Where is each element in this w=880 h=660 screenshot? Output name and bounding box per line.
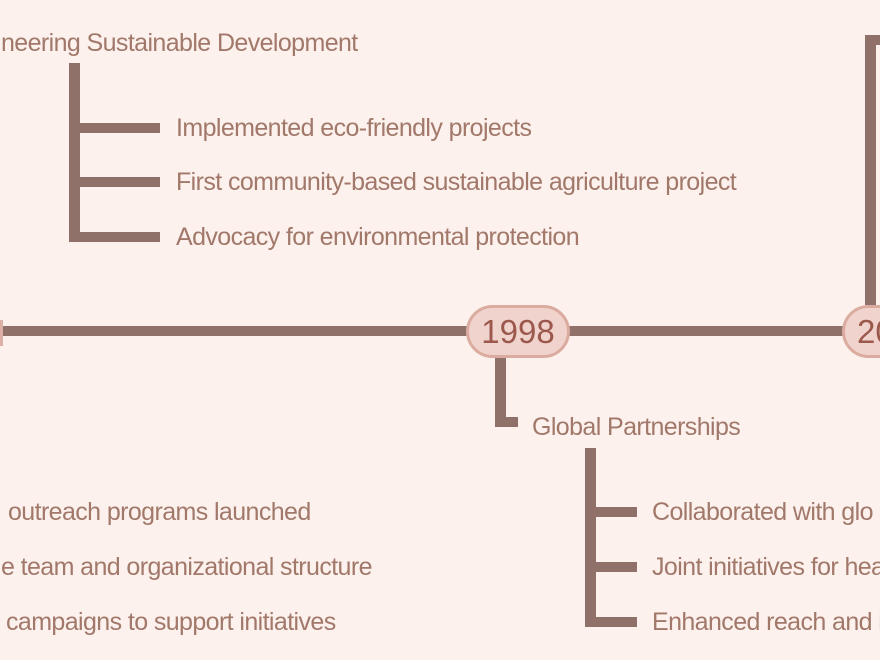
branch-item: Implemented eco-friendly projects — [176, 114, 532, 142]
year-label: 1998 — [481, 312, 555, 350]
branch-stub-line — [585, 562, 637, 572]
branch-item: Collaborated with glo — [652, 498, 873, 526]
year-node-1998: 1998 — [466, 305, 570, 358]
year-label: 20 — [857, 312, 880, 350]
branch-trunk-line — [585, 448, 596, 627]
branch-stub-line — [69, 232, 160, 242]
year-node-right: 20 — [842, 305, 880, 358]
node-label-connector-stub — [865, 35, 880, 45]
branch-item: outreach programs launched — [8, 498, 311, 526]
branch-stub-line — [69, 123, 160, 133]
branch-item: campaigns to support initiatives — [6, 608, 336, 636]
node-label-connector-line — [865, 35, 876, 305]
branch-stub-line — [69, 177, 160, 187]
timeline-axis — [0, 326, 880, 336]
year-node-left-remnant — [0, 320, 3, 346]
branch-stub-line — [585, 617, 637, 627]
branch-item: First community-based sustainable agricu… — [176, 168, 737, 196]
era-title-global-partnerships: Global Partnerships — [532, 413, 741, 441]
node-label-connector-line — [495, 358, 506, 427]
branch-item: Advocacy for environmental protection — [176, 223, 580, 251]
branch-trunk-line — [69, 63, 80, 242]
branch-stub-line — [585, 507, 637, 517]
branch-item: Enhanced reach and i — [652, 608, 880, 636]
branch-item: Joint initiatives for hea — [652, 553, 880, 581]
branch-item: e team and organizational structure — [1, 553, 373, 581]
node-label-connector-stub — [495, 417, 518, 427]
era-title-sustainable-development: neering Sustainable Development — [1, 29, 358, 57]
